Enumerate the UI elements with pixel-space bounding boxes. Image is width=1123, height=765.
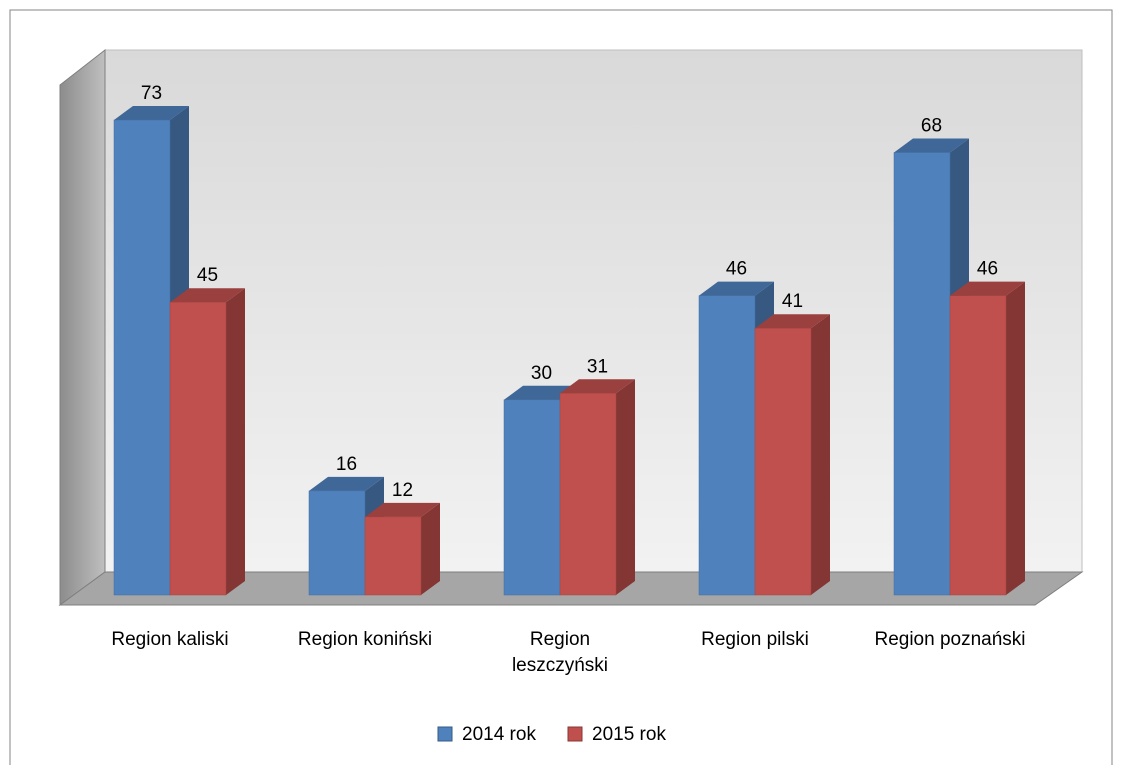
data-label: 68 (921, 116, 942, 137)
data-label: 16 (336, 454, 357, 475)
bar-side (226, 288, 245, 595)
bar (308, 490, 366, 596)
bar (893, 152, 951, 596)
bar-top (114, 106, 189, 120)
legend-swatch (437, 726, 453, 742)
bar-side (811, 314, 830, 595)
bar (364, 516, 422, 596)
x-tick-label: Region pilski (701, 629, 809, 650)
bar-top (560, 379, 635, 394)
bar (698, 295, 756, 596)
bar (559, 393, 617, 596)
data-label: 12 (392, 480, 413, 501)
bar-top (309, 476, 384, 491)
bar-top (755, 314, 830, 329)
x-tick-label: Region leszczyński (511, 629, 609, 676)
legend-label: 2015 rok (592, 724, 666, 745)
bar-top (950, 281, 1025, 296)
bar (113, 119, 171, 596)
data-label: 46 (726, 259, 747, 280)
data-label: 45 (197, 265, 218, 286)
bar-side (1006, 281, 1025, 595)
data-label: 46 (977, 259, 998, 280)
data-label: 73 (141, 83, 162, 104)
data-label: 31 (587, 356, 608, 377)
bar-top (365, 502, 440, 517)
bar-top (699, 281, 774, 296)
data-label: 41 (782, 291, 803, 312)
side-wall (59, 48, 106, 606)
x-tick-label: Region kaliski (111, 629, 229, 650)
bar-side (421, 502, 440, 595)
bar (754, 327, 812, 596)
bars (113, 106, 1025, 596)
bar-top (894, 138, 969, 153)
bar (503, 399, 561, 596)
legend-label: 2014 rok (462, 724, 536, 745)
frame (9, 9, 1113, 765)
legend-swatch (567, 726, 583, 742)
x-tick-label: Region koniński (297, 629, 433, 650)
x-tick-label: Region poznański (874, 629, 1026, 650)
bar (169, 301, 227, 596)
bar-side (616, 379, 635, 595)
bar (949, 295, 1007, 596)
bar-top (170, 288, 245, 303)
data-label: 30 (531, 363, 552, 384)
